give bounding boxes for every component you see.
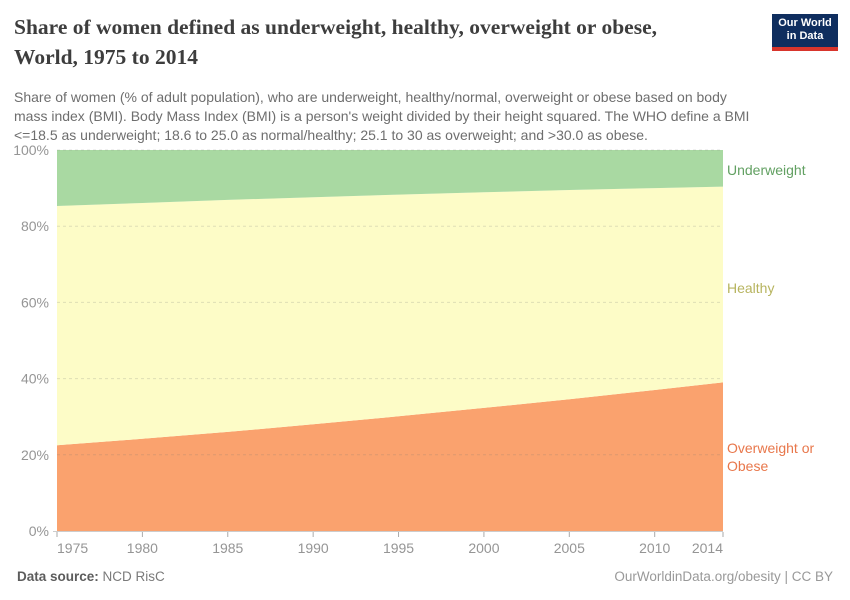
- x-tick-label-2010: 2010: [639, 540, 670, 556]
- owid-logo-line1: Our World: [778, 17, 832, 29]
- attribution-link: OurWorldinData.org/obesity | CC BY: [614, 569, 833, 584]
- x-tick-label-1985: 1985: [212, 540, 243, 556]
- data-source-label: Data source:: [17, 569, 99, 584]
- y-tick-label-60%: 60%: [21, 294, 49, 310]
- y-tick-label-100%: 100%: [13, 142, 49, 158]
- series-label-healthy: Healthy: [727, 280, 775, 296]
- area-overweight-or-obese: [57, 382, 723, 531]
- stacked-area-chart: 0% 20% 40% 60% 80% 100% 1975 1980 1985 1990 1995 20…: [13, 142, 724, 556]
- x-tick-label-2000: 2000: [468, 540, 499, 556]
- chart-subtitle: Share of women (% of adult population), …: [14, 89, 750, 143]
- y-tick-label-20%: 20%: [21, 447, 49, 463]
- x-tick-label-1995: 1995: [383, 540, 414, 556]
- chart-title-line2: World, 1975 to 2014: [14, 45, 198, 69]
- y-tick-label-40%: 40%: [21, 371, 49, 387]
- chart-title: Share of women defined as underweight, h…: [14, 12, 764, 72]
- chart-title-line1: Share of women defined as underweight, h…: [14, 15, 657, 39]
- x-tick-label-2014: 2014: [692, 540, 723, 556]
- area-underweight: [57, 150, 723, 206]
- y-tick-label-80%: 80%: [21, 218, 49, 234]
- x-tick-label-1980: 1980: [127, 540, 158, 556]
- series-label-underweight: Underweight: [727, 162, 806, 178]
- y-tick-label-0%: 0%: [29, 523, 49, 539]
- data-source: Data source: NCD RisC: [17, 569, 165, 584]
- x-tick-label-1975: 1975: [57, 540, 88, 556]
- area-healthy: [57, 186, 723, 446]
- series-label-overweight-obese: Overweight or Obese: [727, 440, 815, 474]
- owid-logo: Our World in Data: [772, 14, 838, 51]
- x-tick-label-2005: 2005: [554, 540, 585, 556]
- data-source-value: NCD RisC: [102, 569, 165, 584]
- owid-logo-line2: in Data: [786, 30, 824, 42]
- x-tick-label-1990: 1990: [298, 540, 329, 556]
